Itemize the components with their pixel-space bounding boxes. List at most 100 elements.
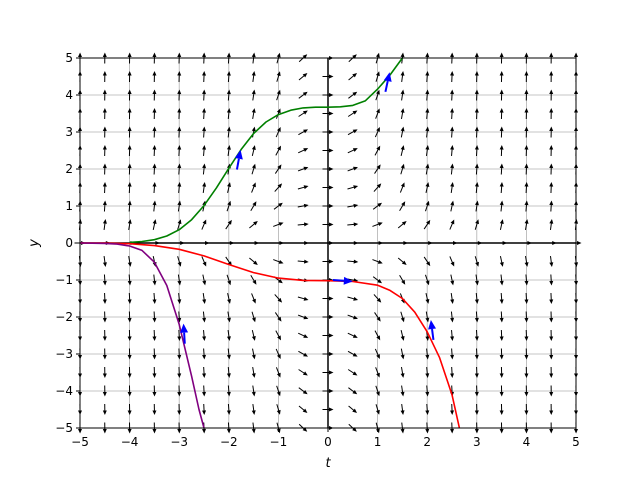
field-arrow-head [329,130,334,134]
field-arrow [127,219,132,231]
field-arrow [524,89,529,101]
field-arrow [275,348,281,360]
field-arrow [499,89,504,101]
field-arrow-head [353,315,358,320]
field-arrow-head [474,126,479,132]
field-arrow-head [251,71,256,76]
solution-curve-3 [79,242,205,429]
field-arrow [425,71,430,83]
field-arrow-head [577,241,582,245]
field-arrow-head [450,428,455,434]
field-arrow-head [251,145,256,150]
field-arrow [275,126,281,138]
field-arrow [201,219,207,230]
field-arrow [298,423,308,432]
field-arrow-head [425,200,430,206]
field-arrow [474,126,479,138]
field-arrow-head [375,52,380,58]
field-arrow-head [102,200,107,206]
field-arrow-head [400,336,405,341]
field-arrow [102,89,107,101]
field-arrow [549,219,554,231]
field-arrow [549,348,554,360]
field-arrow-head [499,262,504,267]
field-arrow-head [226,391,231,397]
field-arrow-head [450,145,455,150]
field-arrow [372,202,383,210]
field-arrow [322,222,334,227]
field-arrow [273,222,284,227]
field-arrow-head [78,52,83,58]
field-arrow-head [450,410,455,415]
field-arrow [177,403,182,415]
field-arrow [474,366,479,378]
field-arrow-head [524,182,529,187]
field-arrow-head [226,336,231,341]
field-arrow-head [127,200,132,206]
field-arrow-head [499,410,504,415]
field-arrow [226,274,232,286]
field-arrow [423,219,431,230]
field-arrow [102,274,107,286]
field-arrow-head [276,89,281,95]
field-arrow [499,385,504,397]
field-arrow-head [400,71,405,76]
field-arrow-head [202,428,207,434]
field-arrow-head [277,335,281,341]
field-arrow-head [303,148,309,152]
field-arrow [524,200,529,212]
field-arrow-head [400,52,405,58]
field-arrow [152,348,157,360]
field-arrow [127,126,132,138]
field-arrow [322,74,334,79]
field-arrow [474,385,479,397]
field-arrow-head [177,145,182,150]
field-arrow-head [425,391,430,397]
field-arrow [423,256,431,267]
field-arrow [127,182,132,194]
field-arrow-head [277,164,282,170]
field-arrow-head [251,336,256,341]
field-arrow [251,89,256,101]
field-arrow [499,366,504,378]
x-axis-label: t [325,456,331,471]
field-arrow [397,220,407,229]
field-arrow-head [202,261,207,267]
field-arrow-head [177,163,182,169]
field-arrow [549,366,554,378]
field-arrow-head [152,108,157,113]
field-arrow-head [524,317,529,323]
field-arrow-head [376,335,381,341]
field-arrow [298,72,308,81]
field-arrow [127,89,132,101]
x-tick-label: −5 [71,435,89,449]
field-arrow [251,71,256,83]
x-tick-label: 1 [374,435,382,449]
field-arrow-head [102,219,107,224]
field-arrow-head [177,391,182,397]
field-arrow-head [400,182,405,188]
field-arrow-head [102,391,107,397]
field-arrow-head [549,299,554,304]
field-arrow [474,108,479,120]
field-arrow-head [127,52,132,58]
field-arrow-head [102,336,107,341]
field-arrow-head [524,262,529,267]
field-arrow [273,259,284,264]
field-arrow [450,348,455,360]
field-arrow [298,110,308,117]
y-tick-label: 1 [65,199,73,213]
field-arrow-head [450,126,455,132]
field-arrow-head [474,336,479,341]
field-arrow-head [329,167,334,171]
field-arrow [102,163,107,175]
field-arrow-head [276,126,281,132]
field-arrow [474,311,479,323]
field-arrow [251,330,256,341]
field-arrow [372,259,383,264]
field-arrow-head [226,373,231,378]
field-arrow [152,366,157,378]
field-arrow [298,369,308,376]
field-arrow-head [302,72,308,78]
field-arrow [202,348,207,360]
